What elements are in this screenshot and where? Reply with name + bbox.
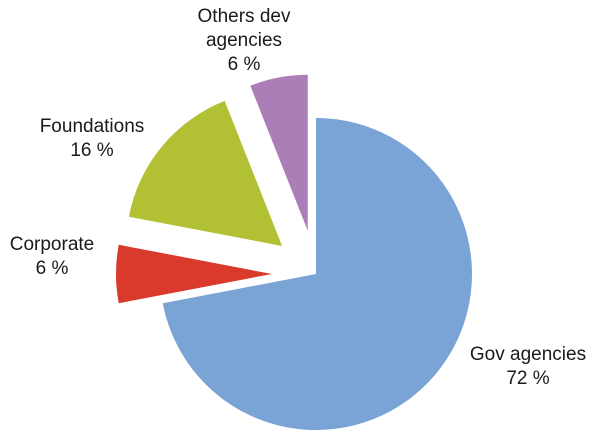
slice-name: agencies <box>206 30 282 51</box>
slice-percent: 6 % <box>228 54 261 75</box>
slice-name: Gov agencies <box>470 344 586 365</box>
slice-label-foundations: Foundations 16 % <box>40 116 145 161</box>
pie-slice-corporate <box>116 244 272 304</box>
pie-slice-others-dev-agencies <box>250 74 308 231</box>
slice-label-corporate: Corporate 6 % <box>10 234 95 279</box>
slice-label-gov-agencies: Gov agencies 72 % <box>470 344 586 389</box>
pie-labels: Gov agencies 72 % Corporate 6 % Foundations 1… <box>10 6 586 389</box>
slice-label-others-dev-agencies: Others dev agencies 6 % <box>198 6 291 75</box>
slice-name: Others dev <box>198 6 291 27</box>
pie-slice-gov-agencies <box>162 118 472 430</box>
slice-name: Foundations <box>40 116 145 137</box>
pie-slices <box>116 74 472 430</box>
slice-percent: 72 % <box>506 368 549 389</box>
slice-percent: 6 % <box>36 258 69 279</box>
slice-percent: 16 % <box>70 140 113 161</box>
slice-name: Corporate <box>10 234 95 255</box>
pie-slice-foundations <box>128 100 283 246</box>
